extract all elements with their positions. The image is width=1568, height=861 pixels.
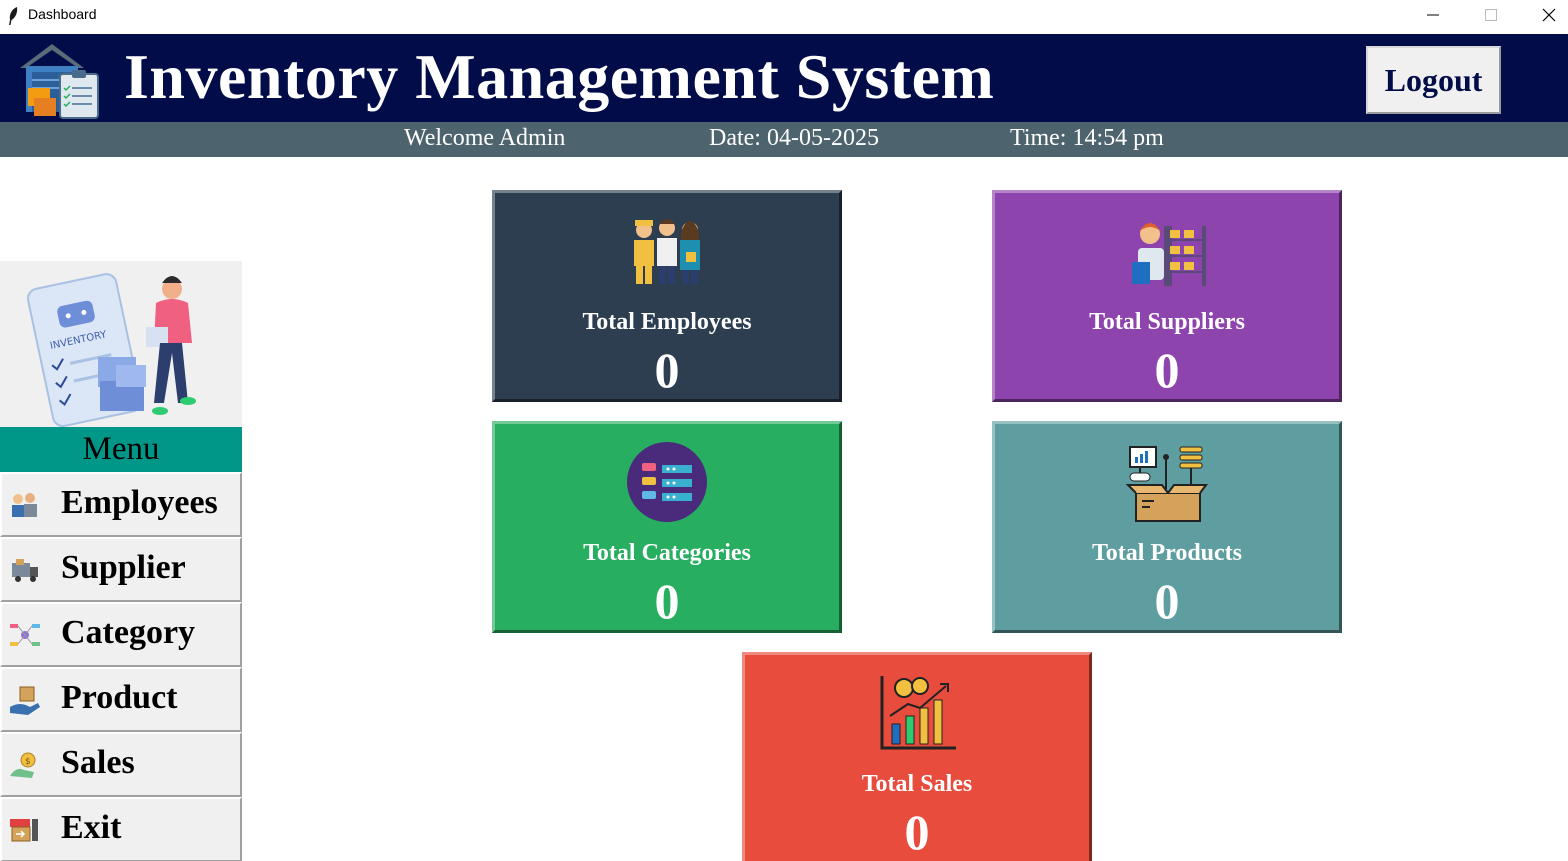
card-value: 0 <box>1154 342 1180 398</box>
maximize-icon <box>1485 9 1497 21</box>
menu-item-sales[interactable]: $ Sales <box>0 732 242 797</box>
inventory-logo-icon <box>20 44 99 119</box>
card-value: 0 <box>1154 573 1180 629</box>
time-text: Time: 14:54 pm <box>1010 125 1164 151</box>
category-icon <box>10 624 40 646</box>
sales-icon: $ <box>10 752 36 778</box>
card-label: Total Suppliers <box>1089 309 1245 335</box>
card-label: Total Products <box>1091 540 1243 566</box>
svg-text:$: $ <box>25 757 31 767</box>
employees-icon <box>12 493 37 517</box>
menu-item-category[interactable]: Category <box>0 602 242 667</box>
menu-item-product[interactable]: Product <box>0 667 242 732</box>
menu-item-exit[interactable]: Exit <box>0 797 242 861</box>
welcome-text: Welcome Admin <box>404 125 566 151</box>
supplier-warehouse-icon <box>1132 223 1206 286</box>
logout-button[interactable]: Logout <box>1366 46 1501 114</box>
menu-item-label: Product <box>61 679 178 716</box>
product-icon <box>10 686 40 715</box>
sidebar-menu: INVENTORY Menu Employees Suppli <box>0 261 242 861</box>
exit-icon <box>10 819 38 842</box>
menu-item-label: Category <box>61 614 196 651</box>
products-box-icon <box>1125 446 1208 522</box>
card-label: Total Sales <box>861 771 973 797</box>
menu-item-supplier[interactable]: Supplier <box>0 537 242 602</box>
window-titlebar: Dashboard <box>0 0 1568 34</box>
maximize-button[interactable] <box>1462 0 1520 30</box>
date-text: Date: 04-05-2025 <box>709 125 879 151</box>
card-value: 0 <box>904 804 930 860</box>
minimize-icon <box>1427 14 1439 16</box>
inventory-illustration-icon: INVENTORY <box>0 261 242 427</box>
card-value: 0 <box>654 573 680 629</box>
card-label: Total Employees <box>582 309 752 335</box>
close-button[interactable] <box>1520 0 1568 30</box>
card-total-suppliers: Total Suppliers 0 <box>992 190 1342 402</box>
menu-item-label: Employees <box>61 484 218 521</box>
status-bar: Welcome Admin Date: 04-05-2025 Time: 14:… <box>0 122 1568 157</box>
menu-header: Menu <box>0 427 242 472</box>
app-title: Inventory Management System <box>124 41 995 112</box>
window-title: Dashboard <box>28 6 97 22</box>
menu-item-label: Sales <box>61 744 135 781</box>
menu-item-label: Exit <box>61 809 122 846</box>
menu-item-label: Supplier <box>61 549 186 586</box>
close-icon <box>1542 8 1556 22</box>
minimize-button[interactable] <box>1404 0 1462 30</box>
supplier-truck-icon <box>12 559 38 582</box>
card-total-sales: Total Sales 0 <box>742 652 1092 861</box>
card-label: Total Categories <box>583 540 751 566</box>
card-value: 0 <box>654 342 680 398</box>
card-total-products: Total Products 0 <box>992 421 1342 633</box>
categories-list-icon <box>627 442 707 522</box>
app-header: Inventory Management System Logout <box>0 34 1568 122</box>
card-total-categories: Total Categories 0 <box>492 421 842 633</box>
employees-group-icon <box>634 219 700 284</box>
sales-chart-icon <box>880 676 956 750</box>
feather-icon <box>9 7 18 25</box>
menu-item-employees[interactable]: Employees <box>0 472 242 537</box>
card-total-employees: Total Employees 0 <box>492 190 842 402</box>
